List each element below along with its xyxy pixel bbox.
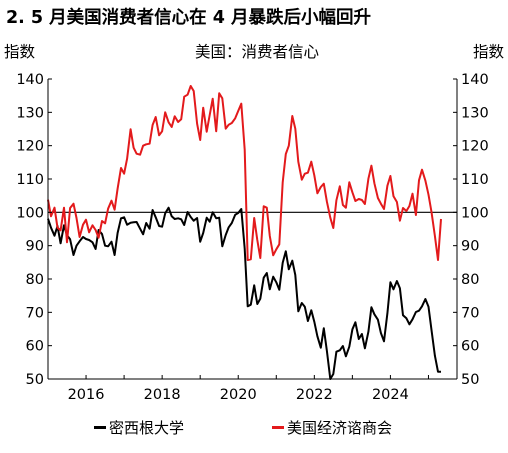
y-tick-label-left: 50 [26,372,44,388]
series-line-2 [47,85,442,261]
chart-title: 2. 5 月美国消费者信心在 4 月暴跌后小幅回升 [6,8,372,28]
x-tick-label: 2016 [68,387,105,403]
x-tick-label: 2024 [372,387,409,403]
y-axis-label-left: 指数 [4,43,36,61]
y-tick-label-left: 100 [16,205,44,221]
y-tick-label-right: 70 [461,305,479,321]
legend-item-series-1: 密西根大学 [94,417,184,438]
series-line-1 [47,206,441,380]
series-layer [47,85,442,380]
y-tick-label-left: 70 [26,305,44,321]
y-tick-label-left: 60 [26,339,44,355]
x-tick-label: 2022 [296,387,333,403]
y-tick-label-right: 50 [461,372,479,388]
y-tick-label-left: 120 [16,139,44,155]
legend-swatch-red [272,426,284,429]
y-tick-label-right: 110 [461,172,489,188]
y-tick-label-right: 90 [461,239,479,255]
tick-labels-layer: 50 50 60 60 70 70 80 80 90 90 100 100 110 110 120 120 13… [16,72,488,403]
x-tick-label: 2020 [220,387,257,403]
y-tick-label-left: 80 [26,272,44,288]
y-tick-label-left: 130 [16,105,44,121]
legend-label-series-1: 密西根大学 [109,419,185,437]
axes-layer [47,78,458,380]
y-tick-label-right: 80 [461,272,479,288]
y-tick-label-right: 100 [461,205,489,221]
y-tick-label-right: 140 [461,72,489,88]
legend-swatch-black [94,426,106,429]
y-tick-label-right: 120 [461,139,489,155]
chart-subtitle: 美国：消费者信心 [195,43,319,61]
y-tick-label-left: 140 [16,72,44,88]
y-tick-label-right: 60 [461,339,479,355]
x-tick-label: 2018 [144,387,181,403]
y-axis-label-right: 指数 [473,43,505,61]
y-tick-label-right: 130 [461,105,489,121]
y-tick-label-left: 90 [26,239,44,255]
legend-item-series-2: 美国经济谘商会 [272,417,392,438]
y-tick-label-left: 110 [16,172,44,188]
legend-label-series-2: 美国经济谘商会 [287,419,393,437]
